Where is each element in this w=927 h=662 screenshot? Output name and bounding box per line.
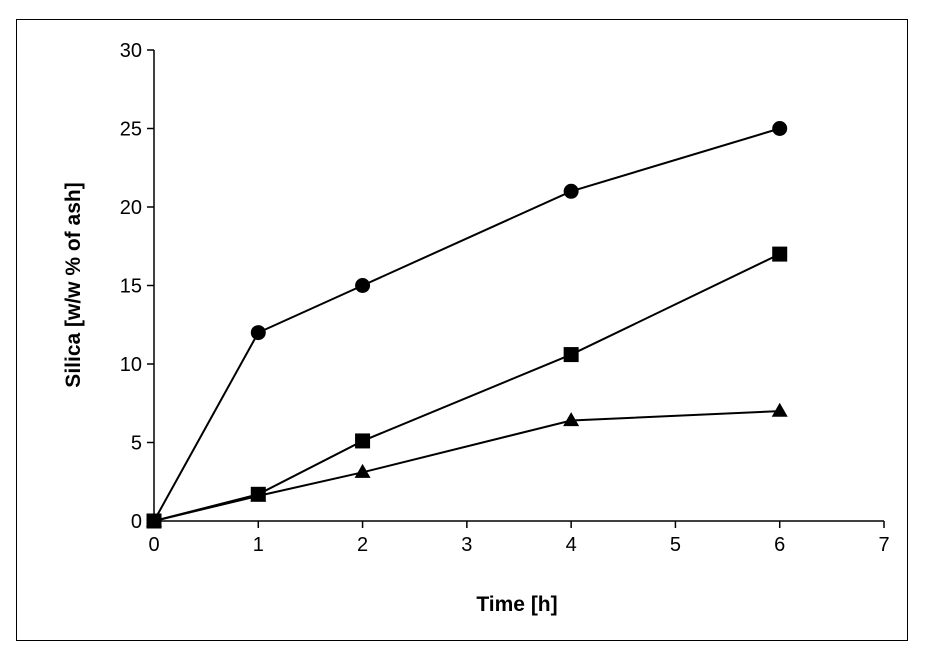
series-line-square bbox=[153, 253, 781, 522]
y-axis-title: Silica [w/w % of ash] bbox=[62, 182, 85, 387]
y-tick-label: 25 bbox=[120, 119, 142, 141]
x-tick-label: 0 bbox=[148, 534, 159, 556]
x-axis-title: Time [h] bbox=[476, 593, 557, 616]
y-tick-label: 5 bbox=[131, 433, 142, 455]
y-tick-label: 15 bbox=[120, 276, 142, 298]
x-tick-label: 1 bbox=[253, 534, 264, 556]
y-tick-label: 30 bbox=[120, 40, 142, 62]
series-markers bbox=[146, 121, 788, 529]
data-point-square bbox=[355, 433, 371, 449]
x-tick-label: 4 bbox=[566, 534, 577, 556]
x-tick-label: 3 bbox=[461, 534, 472, 556]
x-tick-label: 5 bbox=[670, 534, 681, 556]
tick-marks bbox=[147, 49, 885, 528]
data-point-square bbox=[563, 347, 579, 363]
data-point-circle bbox=[355, 278, 371, 293]
x-tick-label: 6 bbox=[774, 534, 785, 556]
data-point-square bbox=[772, 246, 788, 262]
data-point-circle bbox=[250, 325, 266, 341]
data-point-circle bbox=[563, 183, 579, 199]
chart-frame bbox=[16, 19, 908, 641]
data-point-triangle bbox=[250, 487, 267, 502]
x-tick-label: 7 bbox=[878, 534, 889, 556]
axes bbox=[153, 50, 884, 522]
data-point-triangle bbox=[563, 412, 580, 427]
data-point-triangle bbox=[771, 402, 788, 417]
y-tick-label: 10 bbox=[120, 354, 142, 376]
data-point-triangle bbox=[354, 463, 371, 478]
series-lines bbox=[153, 127, 781, 522]
series-line-triangle bbox=[153, 410, 780, 522]
data-point-circle bbox=[772, 121, 788, 136]
data-point-triangle bbox=[146, 512, 162, 527]
y-tick-label: 20 bbox=[120, 197, 142, 219]
x-tick-label: 2 bbox=[357, 534, 368, 556]
series-line-circle bbox=[153, 127, 781, 522]
y-tick-label: 0 bbox=[131, 511, 142, 533]
